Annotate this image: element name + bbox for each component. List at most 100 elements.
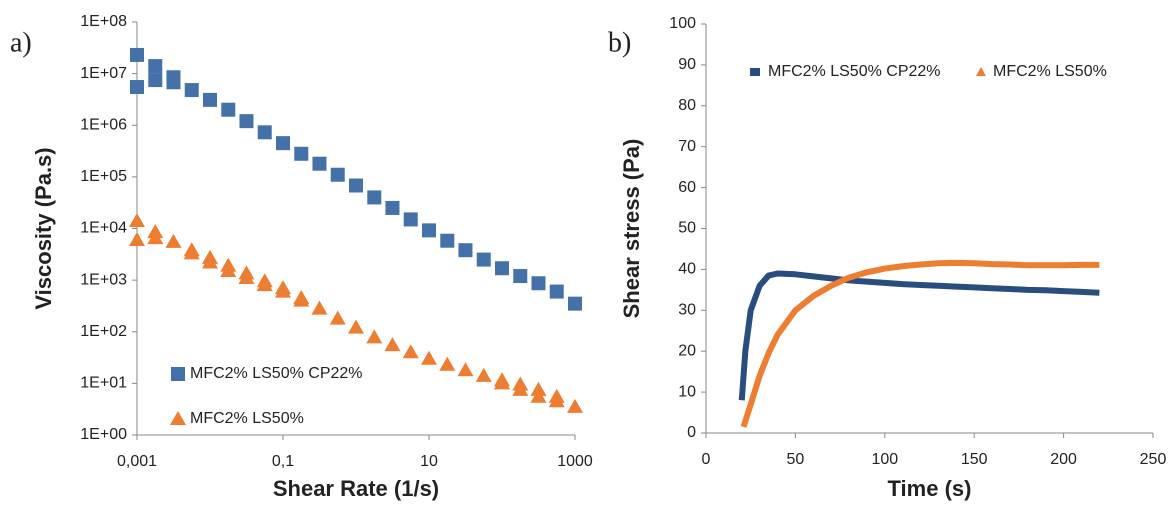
y-tick-label: 1E+06: [80, 116, 127, 133]
y-tick-label: 80: [678, 97, 696, 114]
y-tick-label: 60: [678, 179, 696, 196]
marker: [275, 283, 291, 298]
x-axis-title: Shear Rate (1/s): [273, 476, 439, 501]
marker: [567, 398, 583, 413]
marker: [422, 223, 436, 238]
y-tick-label: 20: [678, 342, 696, 359]
line: [738, 270, 1100, 401]
marker: [148, 73, 163, 88]
marker: [384, 337, 401, 352]
marker: [513, 269, 528, 284]
y-tick-label: 40: [678, 261, 696, 278]
y-tick-label: 100: [669, 15, 696, 32]
y-tick-label: 1E+07: [80, 65, 127, 82]
x-tick-label: 0,1: [272, 453, 294, 470]
marker: [402, 344, 419, 359]
marker: [221, 102, 236, 117]
marker: [458, 243, 473, 258]
line: [740, 259, 1100, 428]
y-tick-label: 10: [678, 383, 696, 400]
marker: [166, 75, 181, 90]
y-tick-label: 90: [678, 56, 696, 73]
x-tick-label: 200: [1050, 451, 1077, 468]
marker: [256, 277, 273, 292]
marker: [183, 245, 200, 260]
marker: [329, 310, 346, 325]
legend-label: MFC2% LS50% CP22%: [768, 63, 941, 80]
marker: [276, 136, 290, 151]
marker: [147, 230, 164, 245]
x-tick-label: 1000: [557, 453, 593, 470]
y-tick-label: 30: [678, 302, 696, 319]
marker: [129, 231, 145, 246]
marker: [238, 269, 255, 284]
y-tick-label: 1E+04: [80, 220, 127, 237]
x-axis-title: Time (s): [888, 476, 972, 501]
marker: [293, 292, 310, 307]
x-tick-label: 250: [1140, 451, 1167, 468]
marker: [367, 190, 382, 205]
marker: [148, 59, 163, 74]
y-tick-label: 1E+00: [80, 426, 127, 443]
marker: [495, 261, 509, 276]
x-tick-label: 50: [787, 451, 805, 468]
legend-marker: [170, 411, 186, 425]
legend-marker: [750, 68, 760, 76]
marker: [239, 114, 254, 129]
legend-label: MFC2% LS50% CP22%: [190, 365, 363, 382]
marker: [202, 254, 218, 269]
marker: [549, 284, 564, 299]
marker: [403, 212, 418, 227]
y-axis-title: Viscosity (Pa.s): [31, 147, 56, 309]
marker: [311, 300, 328, 315]
legend-marker: [171, 367, 185, 381]
panel-label: b): [608, 27, 631, 58]
marker: [330, 167, 345, 182]
marker: [165, 233, 182, 248]
marker: [312, 156, 327, 171]
marker: [548, 393, 565, 408]
x-tick-label: 0,001: [117, 453, 157, 470]
y-tick-label: 0: [687, 424, 696, 441]
marker: [530, 388, 547, 403]
x-tick-label: 100: [871, 451, 898, 468]
marker: [494, 375, 510, 390]
y-tick-label: 1E+02: [80, 323, 127, 340]
marker: [421, 350, 437, 365]
marker: [348, 319, 364, 334]
y-tick-label: 1E+08: [80, 13, 127, 30]
marker: [184, 83, 199, 98]
y-tick-label: 50: [678, 220, 696, 237]
marker: [203, 92, 217, 107]
marker: [440, 233, 455, 248]
y-tick-label: 1E+01: [80, 375, 127, 392]
marker: [512, 381, 529, 396]
legend-marker: [976, 67, 986, 76]
x-tick-label: 150: [961, 451, 988, 468]
y-tick-label: 1E+03: [80, 271, 127, 288]
legend-label: MFC2% LS50%: [993, 63, 1107, 80]
marker: [531, 276, 546, 291]
marker: [475, 367, 492, 382]
marker: [257, 125, 272, 140]
marker: [349, 178, 363, 193]
panel-label: a): [10, 27, 32, 58]
marker: [439, 356, 456, 371]
marker: [130, 47, 144, 62]
x-tick-label: 0: [702, 451, 711, 468]
marker: [220, 263, 237, 278]
marker: [457, 362, 474, 377]
marker: [568, 296, 582, 311]
x-tick-label: 10: [420, 453, 438, 470]
marker: [294, 146, 309, 161]
legend-label: MFC2% LS50%: [190, 410, 304, 427]
y-tick-label: 1E+05: [80, 168, 127, 185]
marker: [476, 252, 491, 267]
marker: [366, 329, 383, 344]
marker: [129, 212, 145, 227]
y-axis-title: Shear stress (Pa): [619, 139, 644, 319]
marker: [130, 80, 144, 95]
marker: [385, 200, 400, 215]
y-tick-label: 70: [678, 138, 696, 155]
